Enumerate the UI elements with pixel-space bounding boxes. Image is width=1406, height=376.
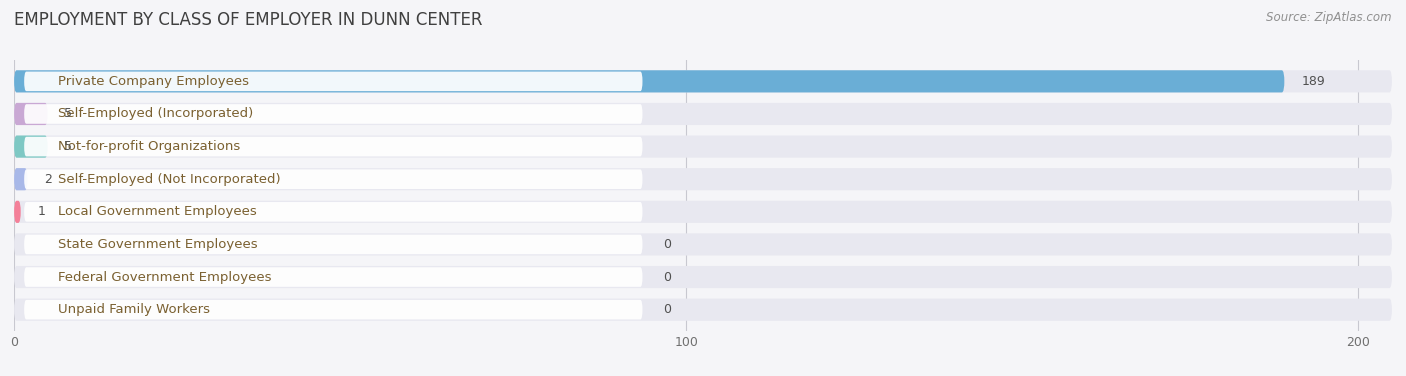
FancyBboxPatch shape: [14, 168, 28, 190]
FancyBboxPatch shape: [14, 135, 48, 158]
FancyBboxPatch shape: [24, 300, 643, 320]
FancyBboxPatch shape: [24, 170, 643, 189]
Text: Source: ZipAtlas.com: Source: ZipAtlas.com: [1267, 11, 1392, 24]
Text: Local Government Employees: Local Government Employees: [58, 205, 256, 218]
FancyBboxPatch shape: [24, 71, 643, 91]
FancyBboxPatch shape: [14, 70, 1392, 92]
FancyBboxPatch shape: [14, 201, 21, 223]
FancyBboxPatch shape: [14, 135, 1392, 158]
FancyBboxPatch shape: [14, 299, 1392, 321]
Text: Self-Employed (Incorporated): Self-Employed (Incorporated): [58, 108, 253, 120]
FancyBboxPatch shape: [24, 267, 643, 287]
Text: 5: 5: [65, 140, 73, 153]
FancyBboxPatch shape: [14, 70, 1285, 92]
FancyBboxPatch shape: [24, 137, 643, 156]
Text: 1: 1: [38, 205, 45, 218]
FancyBboxPatch shape: [24, 104, 643, 124]
FancyBboxPatch shape: [24, 202, 643, 221]
Text: 2: 2: [45, 173, 52, 186]
Text: State Government Employees: State Government Employees: [58, 238, 257, 251]
FancyBboxPatch shape: [14, 266, 1392, 288]
Text: Unpaid Family Workers: Unpaid Family Workers: [58, 303, 209, 316]
Text: 5: 5: [65, 108, 73, 120]
FancyBboxPatch shape: [14, 168, 1392, 190]
Text: Private Company Employees: Private Company Employees: [58, 75, 249, 88]
Text: 0: 0: [662, 238, 671, 251]
FancyBboxPatch shape: [14, 233, 1392, 256]
FancyBboxPatch shape: [14, 103, 1392, 125]
FancyBboxPatch shape: [14, 103, 48, 125]
Text: Federal Government Employees: Federal Government Employees: [58, 271, 271, 284]
Text: Not-for-profit Organizations: Not-for-profit Organizations: [58, 140, 240, 153]
FancyBboxPatch shape: [14, 201, 1392, 223]
Text: Self-Employed (Not Incorporated): Self-Employed (Not Incorporated): [58, 173, 280, 186]
Text: 0: 0: [662, 303, 671, 316]
FancyBboxPatch shape: [24, 235, 643, 254]
Text: EMPLOYMENT BY CLASS OF EMPLOYER IN DUNN CENTER: EMPLOYMENT BY CLASS OF EMPLOYER IN DUNN …: [14, 11, 482, 29]
Text: 189: 189: [1301, 75, 1324, 88]
Text: 0: 0: [662, 271, 671, 284]
